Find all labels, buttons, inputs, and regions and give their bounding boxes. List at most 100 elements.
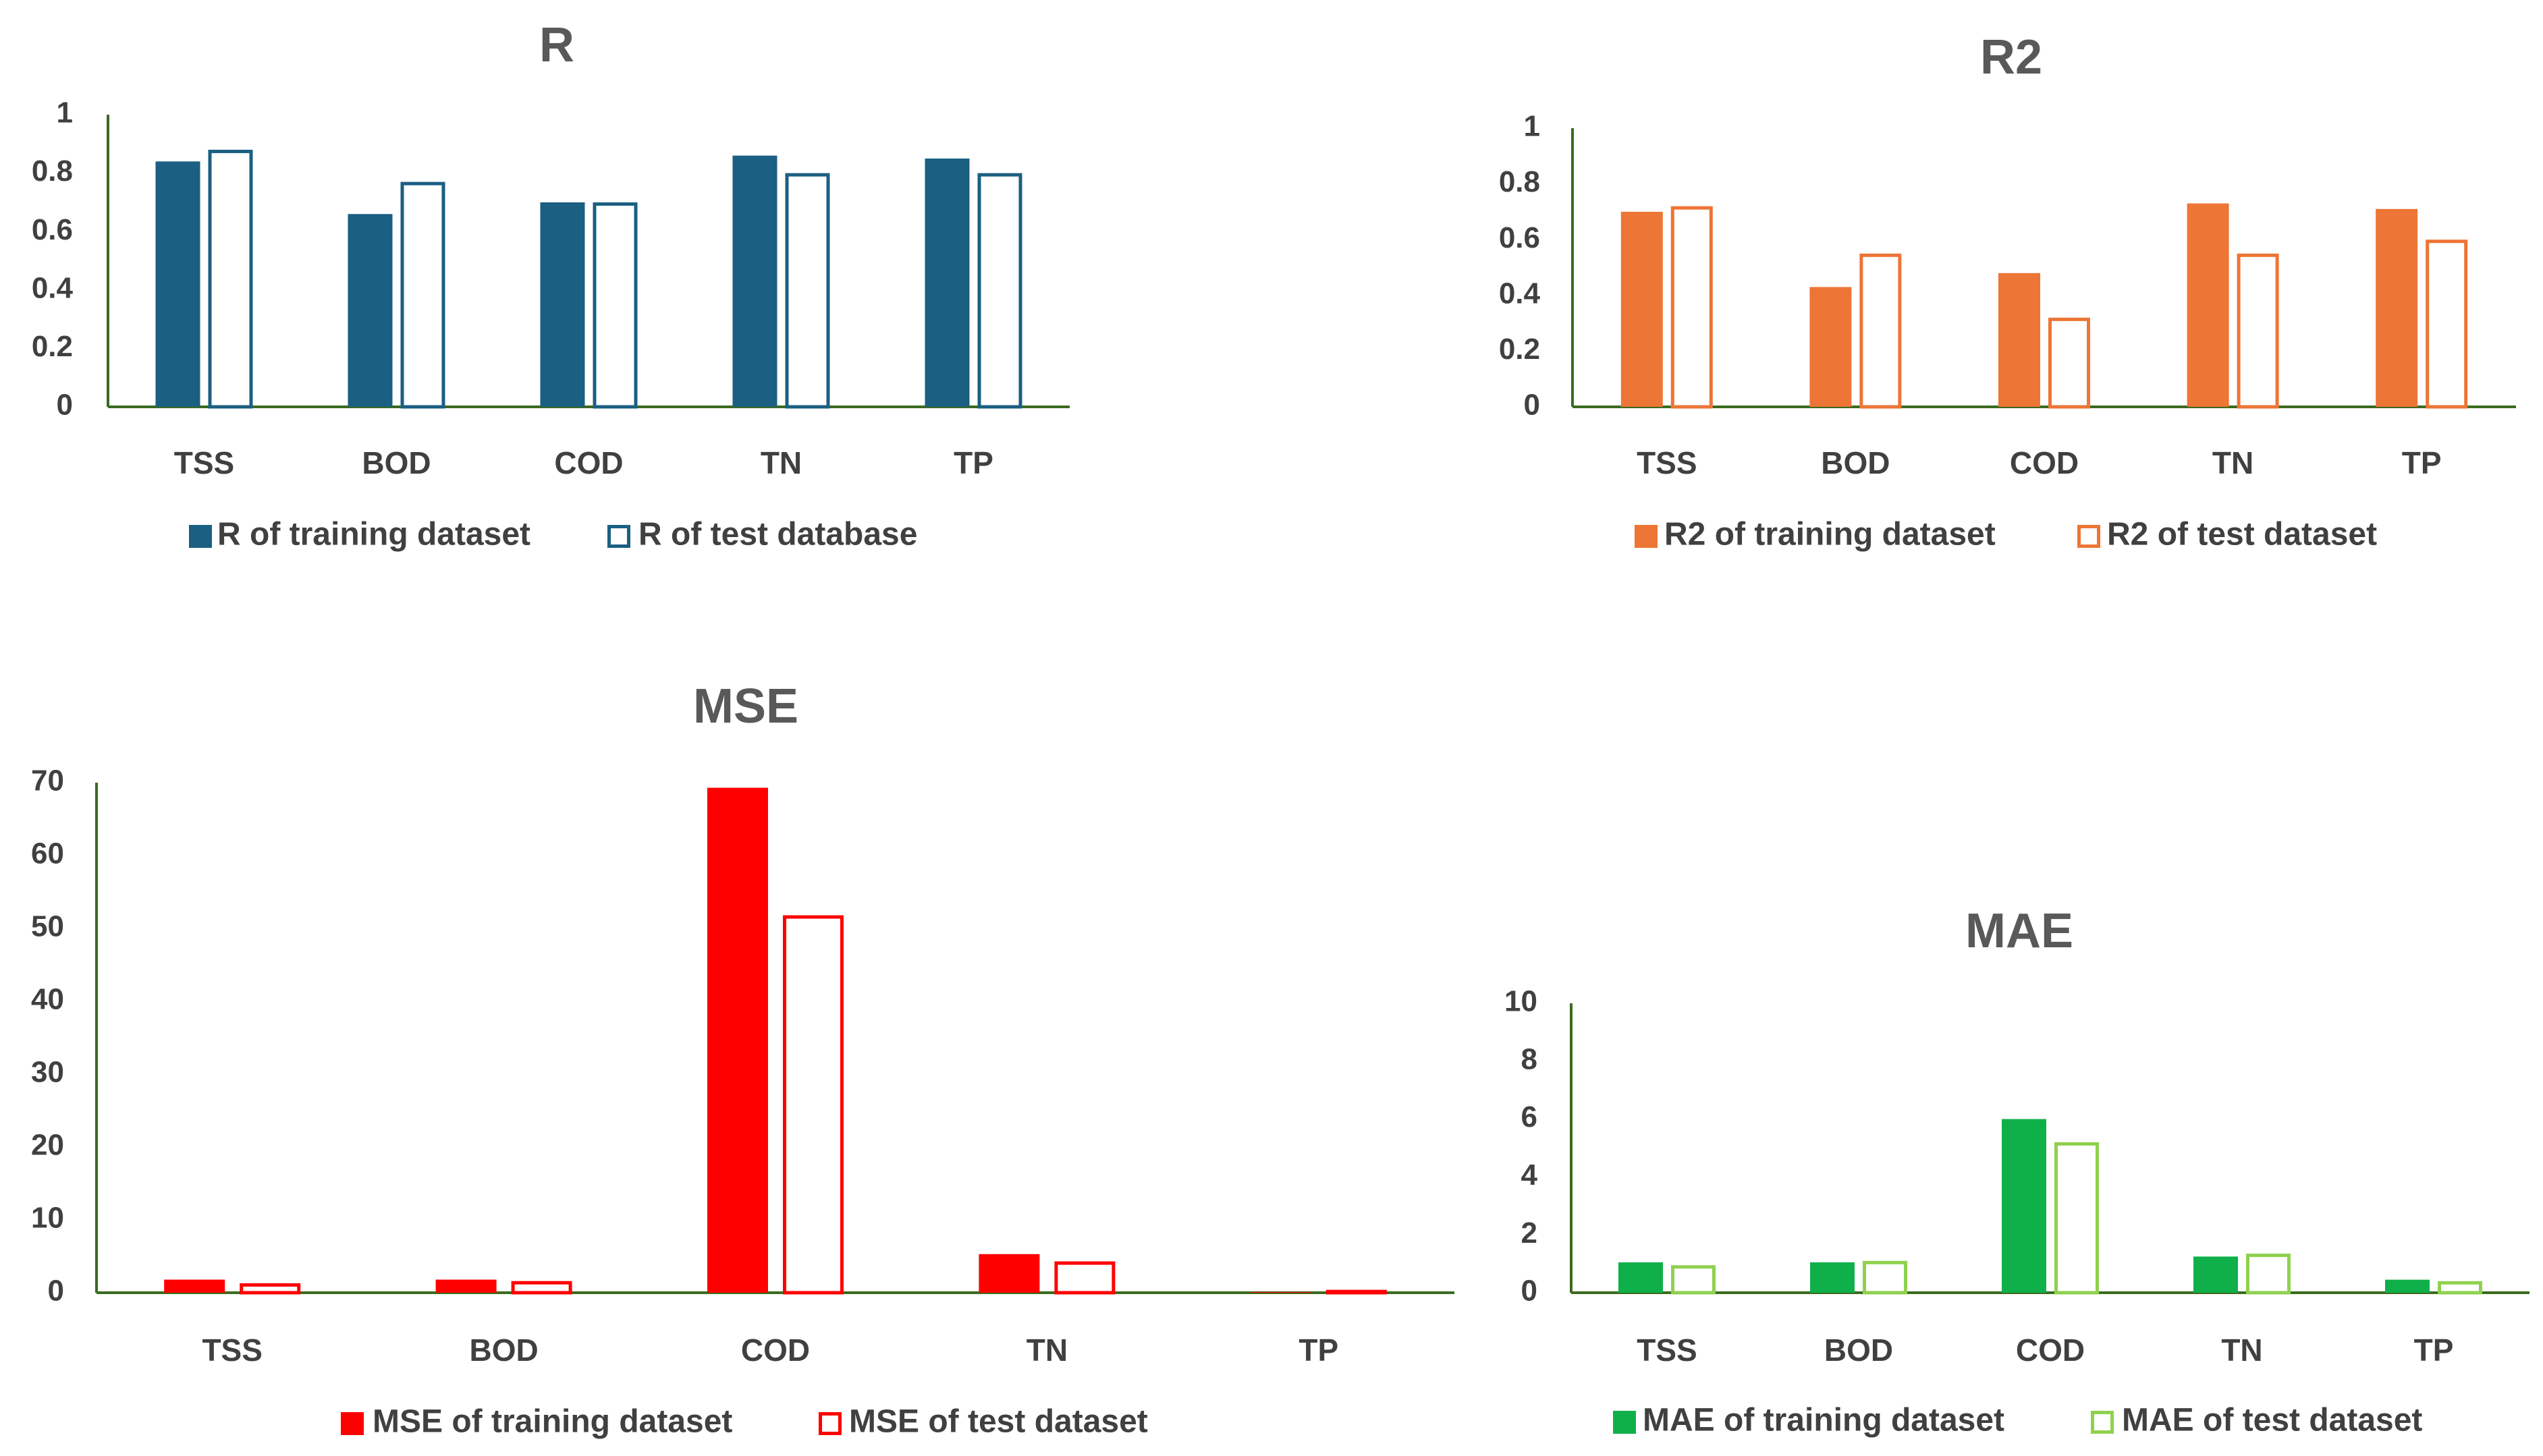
r-category-label: TN [761, 445, 802, 480]
r-y-tick-label: 0 [57, 389, 73, 422]
r-bar-training-bod [348, 214, 393, 407]
mse-bar-test-tss [240, 1283, 301, 1295]
r2-bar-training-tn [2187, 203, 2229, 407]
r-bar-training-cod [540, 202, 585, 407]
mse-chart: MSE 0 10 20 30 40 50 60 70 TSS BOD COD TN TP MSE of tr… [31, 679, 1454, 1440]
mae-y-tick-label: 6 [1521, 1100, 1537, 1133]
r2-y-tick-label: 0.4 [1499, 277, 1541, 310]
mse-y-tick-label: 50 [31, 910, 64, 943]
mse-category-label: TN [1027, 1333, 1068, 1368]
mae-category-label: TN [2221, 1333, 2262, 1368]
mse-category-label: TP [1298, 1333, 1338, 1368]
r-y-tick-label: 0.2 [32, 330, 73, 363]
mae-y-tick-label: 4 [1521, 1158, 1538, 1192]
mae-legend-swatch-training [1613, 1411, 1636, 1434]
r-bar-test-bod [400, 181, 445, 409]
r-bar-test-cod [593, 202, 638, 409]
mse-category-label: COD [741, 1333, 810, 1368]
mse-y-tick-label: 40 [31, 983, 64, 1016]
mae-bar-test-bod [1863, 1260, 1907, 1295]
mse-y-tick-label: 0 [48, 1275, 64, 1308]
r-legend-label-test: R of test database [638, 517, 917, 553]
r-bar-training-tn [732, 155, 777, 407]
r2-bar-test-tn [2237, 253, 2279, 409]
mae-y-tick-label: 2 [1521, 1216, 1537, 1250]
r2-legend-swatch-training [1635, 525, 1658, 548]
r2-category-label: TSS [1637, 445, 1697, 480]
r2-legend-label-training: R2 of training dataset [1664, 517, 1996, 553]
mae-bar-test-cod [2054, 1142, 2099, 1295]
r2-y-tick-label: 0.6 [1499, 221, 1540, 254]
r2-y-tick-label: 1 [1524, 110, 1540, 143]
r2-category-label: TN [2212, 445, 2253, 480]
r2-bar-training-cod [1998, 273, 2040, 407]
r2-y-tick-label: 0.8 [1499, 165, 1540, 198]
mse-bar-training-tp [1250, 1291, 1311, 1293]
mae-y-tick-label: 8 [1521, 1042, 1537, 1075]
mse-title: MSE [693, 679, 798, 733]
mae-category-label: COD [2016, 1333, 2085, 1368]
mae-bar-test-tp [2438, 1281, 2482, 1295]
mae-category-label: TP [2414, 1333, 2454, 1368]
r-bar-test-tn [785, 173, 830, 409]
mse-legend-label-test: MSE of test dataset [849, 1404, 1148, 1440]
r2-bar-test-tp [2426, 240, 2468, 409]
mse-bar-training-cod [707, 787, 768, 1293]
mae-category-label: BOD [1824, 1333, 1893, 1368]
r2-title: R2 [1980, 30, 2042, 84]
mae-bar-test-tss [1671, 1265, 1716, 1295]
r-chart: R 0 0.2 0.4 0.6 0.8 1 TSS BOD COD TN TP R of trainin… [32, 18, 1070, 553]
mae-legend-swatch-test [2091, 1411, 2114, 1434]
r-title: R [539, 18, 574, 72]
mse-bar-training-tn [979, 1254, 1040, 1293]
r2-bar-training-tp [2376, 208, 2418, 407]
mse-bar-test-tn [1054, 1261, 1116, 1295]
r-y-tick-label: 0.6 [32, 213, 73, 246]
mae-title: MAE [1965, 904, 2073, 958]
mse-y-tick-label: 70 [31, 764, 64, 797]
r2-legend-swatch-test [2077, 525, 2100, 548]
r2-bar-test-cod [2048, 317, 2090, 409]
r2-bar-test-tss [1670, 206, 1713, 409]
mse-legend-swatch-training [341, 1412, 364, 1435]
mse-bar-training-tss [164, 1279, 225, 1293]
mae-y-tick-label: 10 [1504, 985, 1537, 1018]
mse-y-tick-label: 30 [31, 1056, 64, 1089]
r2-category-label: TP [2402, 445, 2442, 480]
mae-legend-label-test: MAE of test dataset [2122, 1403, 2422, 1438]
r-category-label: COD [554, 445, 623, 480]
mse-bar-test-bod [511, 1281, 572, 1295]
r-legend-swatch-test [607, 525, 630, 548]
r-bar-training-tp [925, 158, 970, 407]
mse-y-tick-label: 60 [31, 837, 64, 870]
mae-bar-training-bod [1810, 1262, 1855, 1293]
mae-y-tick-label: 0 [1521, 1275, 1537, 1308]
r-y-tick-label: 1 [57, 96, 73, 130]
mse-category-label: TSS [202, 1333, 262, 1368]
r-y-tick-label: 0.4 [32, 271, 74, 304]
mae-legend-label-training: MAE of training dataset [1643, 1403, 2004, 1438]
mse-category-label: BOD [469, 1333, 538, 1368]
r-legend-label-training: R of training dataset [217, 517, 530, 553]
mse-bar-test-tp [1325, 1289, 1387, 1295]
r-legend-swatch-training [189, 525, 212, 548]
r2-y-tick-label: 0.2 [1499, 333, 1540, 366]
mae-bar-training-tn [2193, 1256, 2238, 1293]
mse-bar-training-bod [435, 1279, 497, 1293]
r2-category-label: BOD [1821, 445, 1890, 480]
mae-category-label: TSS [1637, 1333, 1697, 1368]
r2-bar-training-tss [1620, 211, 1663, 407]
r-bar-test-tss [208, 149, 253, 409]
mse-y-tick-label: 10 [31, 1202, 64, 1235]
mse-legend-swatch-test [819, 1412, 842, 1435]
r-category-label: TSS [174, 445, 234, 480]
r2-y-tick-label: 0 [1524, 389, 1540, 422]
r2-bar-training-bod [1809, 287, 1852, 407]
mse-legend-label-training: MSE of training dataset [373, 1404, 732, 1440]
r-bar-training-tss [155, 161, 200, 407]
r2-chart: R2 0 0.2 0.4 0.6 0.8 1 TSS BOD COD TN TP R2 of train… [1499, 30, 2516, 553]
mae-bar-training-tp [2385, 1279, 2430, 1293]
mse-y-tick-label: 20 [31, 1129, 64, 1162]
r2-category-label: COD [2010, 445, 2079, 480]
